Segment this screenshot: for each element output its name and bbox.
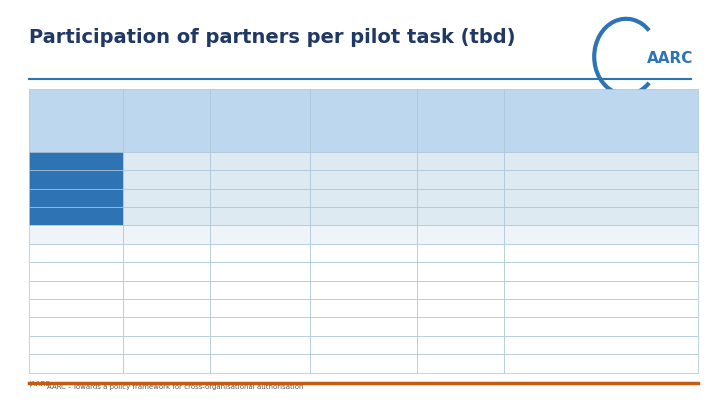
Text: EGI: EGI	[67, 193, 84, 202]
Text: person-
months
involved: person- months involved	[442, 106, 479, 135]
Text: 23: 23	[455, 157, 467, 166]
Text: DAASI: DAASI	[62, 322, 89, 331]
Text: LEAD: LEAD	[153, 212, 179, 221]
Text: KIT: KIT	[68, 304, 83, 313]
Text: CSC: CSC	[66, 341, 85, 350]
Text: 8: 8	[458, 286, 464, 294]
Text: AARC - Towards a policy framework for cross-organisational authorisation: AARC - Towards a policy framework for cr…	[47, 384, 303, 390]
Text: 7: 7	[458, 322, 464, 331]
Text: "guest"
users
(task1): "guest" users (task1)	[150, 106, 182, 135]
Text: 8: 8	[458, 304, 464, 313]
Text: 12: 12	[455, 175, 467, 184]
Text: SN: SN	[68, 157, 83, 166]
Text: FOM/NIKHEF: FOM/NIKHEF	[48, 249, 104, 258]
Text: 4: 4	[458, 341, 464, 350]
Text: GRNET: GRNET	[60, 286, 91, 294]
Text: AARC: AARC	[647, 51, 693, 66]
Text: 1: 1	[458, 359, 464, 368]
Text: LEAD: LEAD	[351, 175, 377, 184]
Text: Participation of partners per pilot task (tbd): Participation of partners per pilot task…	[29, 28, 516, 47]
Text: (AARC: (AARC	[29, 380, 50, 387]
Text: Moravian
Libary: Moravian Libary	[55, 354, 96, 373]
Text: access to
(non-web
resources)
(task3): access to (non-web resources) (task3)	[341, 100, 386, 141]
Text: PSNC: PSNC	[62, 175, 89, 184]
Text: 11: 11	[455, 193, 467, 202]
Text: attribute
management
(task2): attribute management (task2)	[231, 106, 289, 135]
Text: 8: 8	[458, 267, 464, 276]
Text: comments: comments	[579, 116, 624, 125]
Text: 6: 6	[458, 212, 464, 221]
Text: CESNET: CESNET	[58, 267, 94, 276]
Text: GARR: GARR	[62, 212, 90, 221]
Text: 10: 10	[455, 249, 467, 258]
Text: LEAD: LEAD	[247, 193, 273, 202]
